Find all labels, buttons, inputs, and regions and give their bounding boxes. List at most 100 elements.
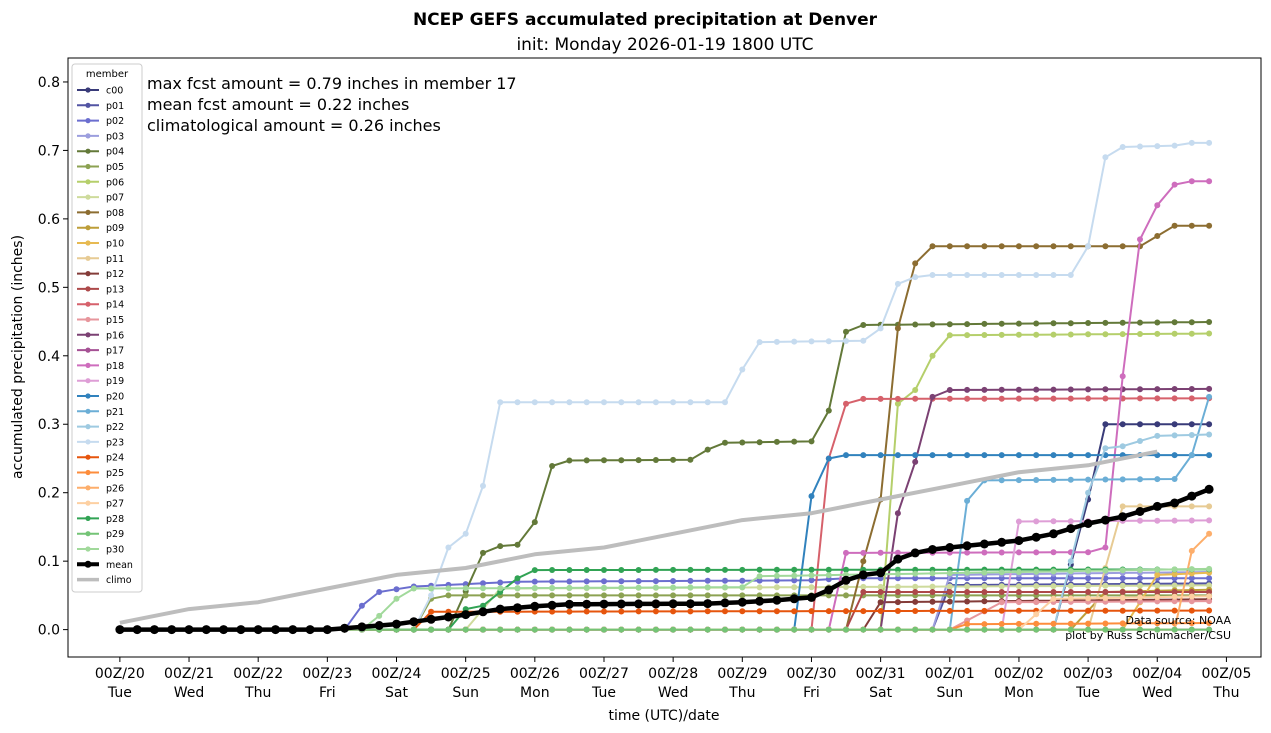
point-p24 <box>877 608 884 614</box>
legend-item-p11: p11 <box>77 254 124 265</box>
point-p20 <box>843 452 849 459</box>
point-p05 <box>445 592 452 599</box>
point-p24 <box>670 608 677 615</box>
point-p24 <box>843 608 849 615</box>
point-p06 <box>1033 331 1040 338</box>
point-p11 <box>1206 503 1213 510</box>
point-p02 <box>549 578 556 585</box>
point-p29 <box>704 626 711 633</box>
point-p28 <box>618 567 625 573</box>
point-p04 <box>531 519 538 526</box>
point-p04 <box>756 439 763 446</box>
x-tick-day-label: Fri <box>319 685 336 701</box>
point-p02 <box>1137 575 1143 582</box>
point-p02 <box>497 579 504 586</box>
point-p14 <box>1015 395 1022 402</box>
legend-marker-mean <box>84 560 92 568</box>
point-p29 <box>860 626 867 633</box>
point-p15 <box>1137 598 1143 605</box>
point-p05 <box>566 592 573 599</box>
point-p07 <box>1206 582 1213 589</box>
point-mean <box>1031 532 1041 542</box>
point-p02 <box>480 580 486 587</box>
point-p12 <box>877 599 884 606</box>
point-p06 <box>1206 330 1213 337</box>
point-p28 <box>808 566 815 573</box>
point-mean <box>115 625 125 635</box>
point-mean <box>858 570 868 580</box>
legend-marker-p24 <box>85 454 91 460</box>
point-p16 <box>1154 386 1161 393</box>
point-mean <box>374 621 384 630</box>
point-mean <box>755 596 765 606</box>
point-p07 <box>860 583 867 590</box>
point-p22 <box>1102 445 1109 452</box>
point-p24 <box>1085 607 1092 614</box>
point-p02 <box>739 577 746 584</box>
point-p07 <box>1050 583 1057 590</box>
point-p21 <box>1171 476 1178 482</box>
point-p23 <box>998 272 1005 278</box>
point-p24 <box>601 608 607 615</box>
point-p13 <box>981 589 988 595</box>
point-p29 <box>791 626 798 633</box>
legend-marker-p09 <box>85 225 91 231</box>
legend-label-p12: p12 <box>106 269 124 280</box>
legend-marker-p03 <box>85 133 91 139</box>
legend-marker-p05 <box>85 163 91 170</box>
legend-marker-p16 <box>85 332 91 338</box>
legend-item-p24: p24 <box>77 453 124 464</box>
point-p24 <box>756 608 763 615</box>
point-p16 <box>1102 386 1109 393</box>
point-p04 <box>583 457 590 464</box>
point-p27 <box>1102 595 1109 601</box>
point-p12 <box>946 598 953 605</box>
point-p02 <box>1067 575 1074 582</box>
point-p26 <box>1188 547 1195 554</box>
point-mean <box>997 537 1007 547</box>
point-p29 <box>843 626 849 633</box>
point-p28 <box>531 567 538 574</box>
point-mean <box>789 594 799 604</box>
legend-label-p15: p15 <box>106 315 124 326</box>
point-p20 <box>1015 452 1022 459</box>
point-p29 <box>1119 626 1126 633</box>
point-p30 <box>1085 567 1092 574</box>
point-p02 <box>1015 575 1022 582</box>
point-p22 <box>1067 558 1074 565</box>
point-p24 <box>791 608 798 615</box>
point-p18 <box>894 549 901 556</box>
point-p07 <box>791 584 798 591</box>
point-p12 <box>964 598 971 605</box>
point-p02 <box>358 602 365 609</box>
series-line-climo <box>119 449 1158 625</box>
point-p24 <box>773 608 780 615</box>
point-p24 <box>1015 607 1022 614</box>
point-p23 <box>981 272 988 278</box>
point-p07 <box>1119 582 1126 589</box>
point-p04 <box>1171 319 1178 326</box>
point-p14 <box>998 395 1005 402</box>
point-p18 <box>1050 549 1057 556</box>
x-tick-label: 00Z/04 <box>1132 666 1182 682</box>
point-p29 <box>1050 626 1057 633</box>
point-p25 <box>1206 620 1213 626</box>
point-p20 <box>894 452 901 459</box>
point-p29 <box>549 626 556 633</box>
legend-label-p20: p20 <box>106 392 124 403</box>
point-p20 <box>981 452 988 459</box>
point-p15 <box>1154 598 1161 605</box>
point-p16 <box>929 393 936 400</box>
point-p13 <box>1085 589 1092 595</box>
legend-marker-p29 <box>85 531 91 537</box>
point-p10 <box>1154 571 1161 578</box>
point-p08 <box>1033 243 1040 250</box>
legend-marker-p13 <box>85 286 91 292</box>
point-p20 <box>998 452 1005 459</box>
point-p28 <box>687 566 694 573</box>
point-p04 <box>860 322 867 328</box>
point-c00 <box>1102 421 1109 428</box>
point-p18 <box>1154 202 1161 209</box>
point-p02 <box>894 575 901 582</box>
x-tick-label: 00Z/24 <box>372 666 422 682</box>
